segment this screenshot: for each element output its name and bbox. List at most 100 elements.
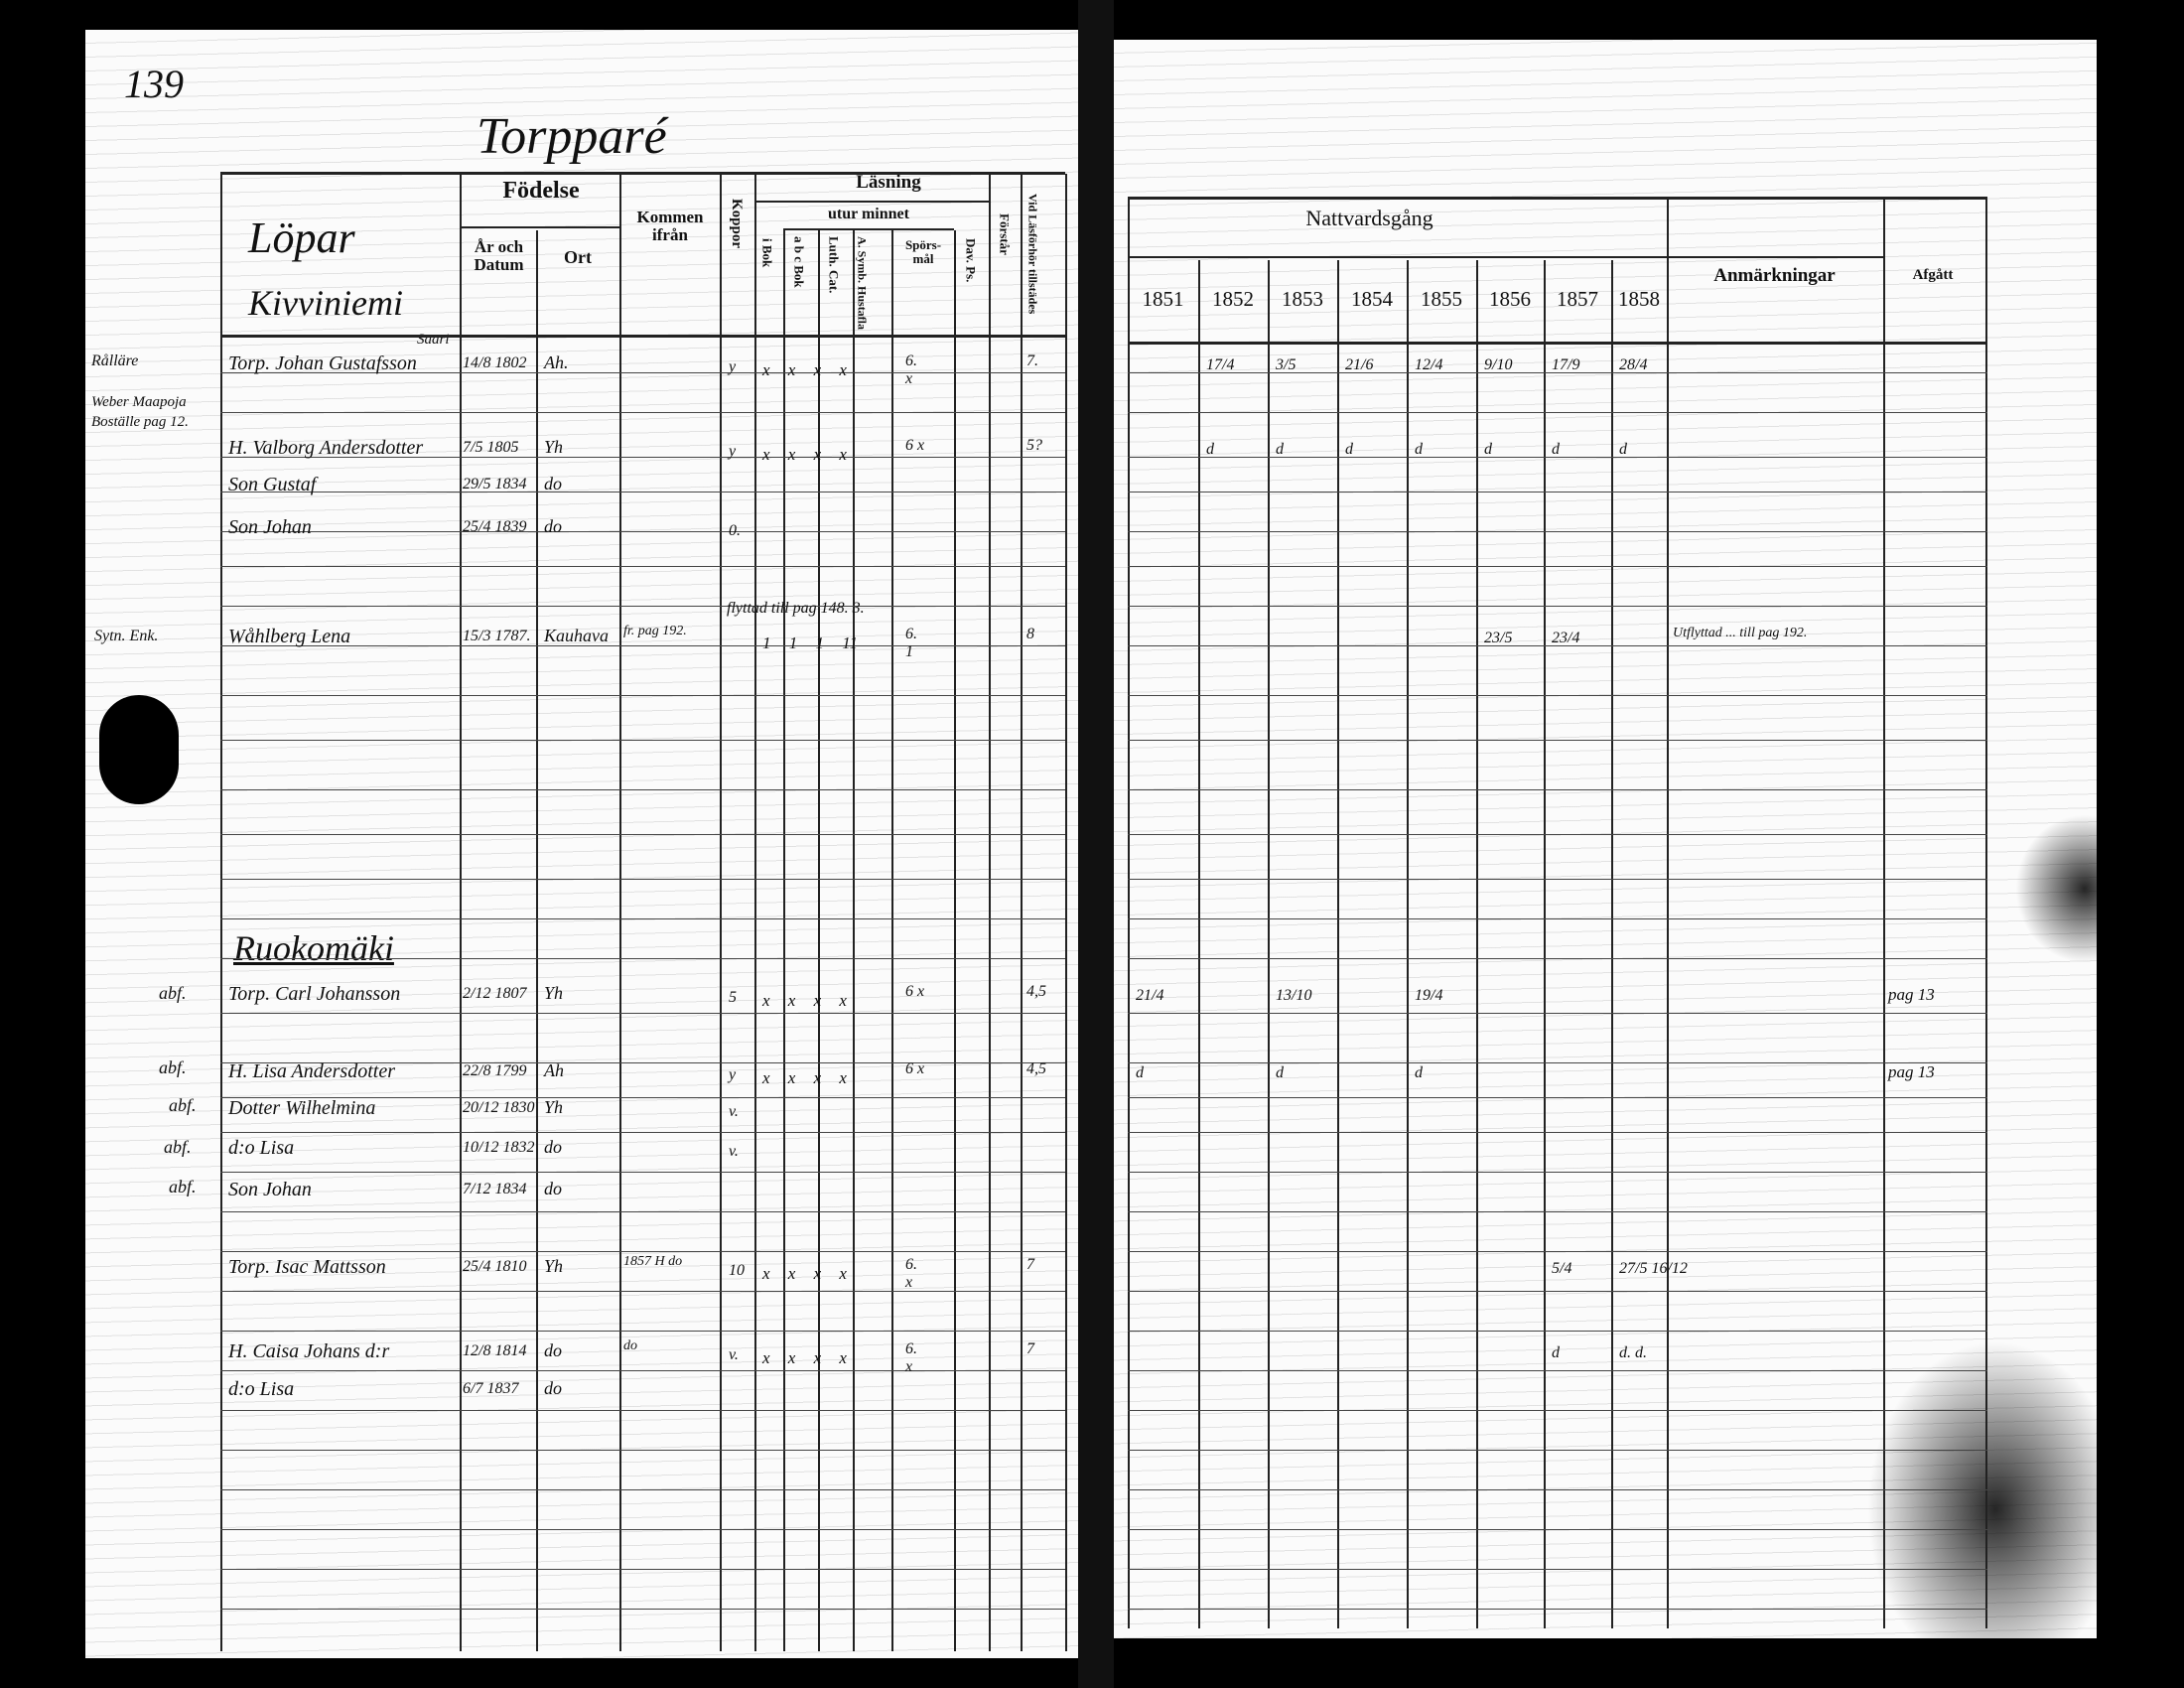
page-stain bbox=[1866, 1340, 2124, 1678]
row-rule bbox=[1128, 606, 1987, 607]
birth-place: do bbox=[544, 1340, 562, 1360]
column-divider bbox=[1021, 174, 1023, 1651]
row-rule bbox=[1128, 789, 1987, 790]
row-rule bbox=[220, 1331, 1065, 1332]
left-page bbox=[85, 30, 1078, 1658]
row-rule bbox=[1128, 958, 1987, 959]
header-year: 1858 bbox=[1618, 287, 1660, 311]
column-divider bbox=[1065, 174, 1067, 1651]
birth-date: 2/12 1807 bbox=[463, 985, 527, 1002]
row-rule bbox=[220, 1062, 1065, 1063]
row-rule bbox=[220, 1410, 1065, 1411]
column-divider bbox=[460, 174, 462, 1651]
page-number: 139 bbox=[124, 62, 184, 106]
page-stain bbox=[2015, 814, 2154, 963]
row-rule bbox=[220, 1097, 1065, 1098]
header-rule bbox=[783, 228, 954, 230]
came-from: 1857 H do bbox=[623, 1254, 683, 1269]
person-name: Torp. Carl Johansson bbox=[228, 983, 401, 1005]
row-rule bbox=[220, 412, 1065, 413]
row-rule bbox=[1128, 1489, 1987, 1490]
row-rule bbox=[1128, 1097, 1987, 1098]
header-year: 1852 bbox=[1212, 287, 1254, 311]
communion-date: d bbox=[1484, 441, 1492, 458]
header-afgatt: Afgått bbox=[1912, 267, 1954, 283]
person-name: Wåhlberg Lena bbox=[228, 626, 351, 647]
column-divider bbox=[1667, 199, 1669, 1628]
column-divider bbox=[720, 174, 722, 1651]
header-rule bbox=[1128, 256, 1883, 258]
birth-place: Kauhava bbox=[544, 626, 609, 645]
communion-date: 21/4 bbox=[1136, 987, 1164, 1004]
person-name: Torp. Isac Mattsson bbox=[228, 1256, 386, 1278]
birth-place: do bbox=[544, 1179, 562, 1198]
header-anmarkningar: Anmärkningar bbox=[1713, 265, 1836, 286]
header-dav-ps: Dav. Ps. bbox=[963, 238, 979, 283]
birth-date: 20/12 1830 bbox=[463, 1099, 535, 1116]
row-rule bbox=[1128, 1609, 1987, 1610]
reading-marks: x x x x bbox=[762, 360, 847, 379]
header-koppor: Koppor bbox=[728, 199, 745, 249]
communion-date: 21/6 bbox=[1345, 356, 1374, 373]
communion-date: d bbox=[1136, 1064, 1144, 1081]
birth-date: 10/12 1832 bbox=[463, 1139, 535, 1156]
margin-note: Rålläre bbox=[91, 352, 139, 369]
birth-date: 7/5 1805 bbox=[463, 439, 519, 456]
column-divider bbox=[1883, 199, 1885, 1628]
row-rule bbox=[1128, 1211, 1987, 1212]
row-rule bbox=[1128, 918, 1987, 919]
column-divider bbox=[1128, 199, 1130, 1628]
departed-note: pag 13 bbox=[1888, 1062, 1935, 1081]
column-divider bbox=[989, 174, 991, 1651]
row-rule bbox=[220, 1450, 1065, 1451]
row-rule bbox=[220, 695, 1065, 696]
header-sporsmal: Spörs- mål bbox=[904, 237, 942, 266]
row-rule bbox=[1128, 879, 1987, 880]
catechism-mark: 6. x bbox=[905, 352, 917, 387]
header-forstar: Förstår bbox=[997, 213, 1013, 255]
row-rule bbox=[220, 789, 1065, 790]
communion-date: 13/10 bbox=[1276, 987, 1312, 1004]
row-rule bbox=[1128, 1410, 1987, 1411]
attendance-mark: 8 bbox=[1026, 626, 1034, 642]
column-divider bbox=[754, 174, 756, 1651]
reading-marks: 1 1 1 11 bbox=[762, 633, 858, 652]
reading-marks: x x x x bbox=[762, 1264, 847, 1283]
row-rule bbox=[1128, 531, 1987, 532]
communion-date: 9/10 bbox=[1484, 356, 1513, 373]
person-name: Son Johan bbox=[228, 1179, 312, 1200]
person-name: Son Gustaf bbox=[228, 474, 317, 495]
catechism-mark: 6. x bbox=[905, 1256, 917, 1291]
section-ruokomaki: Ruokomäki bbox=[233, 928, 394, 968]
row-rule bbox=[1128, 1291, 1987, 1292]
birth-date: 14/8 1802 bbox=[463, 354, 527, 371]
catechism-mark: 6. x bbox=[905, 1340, 917, 1375]
header-year: 1855 bbox=[1421, 287, 1462, 311]
departed-note: pag 13 bbox=[1888, 985, 1935, 1004]
row-rule bbox=[1128, 1172, 1987, 1173]
communion-date: 17/4 bbox=[1206, 356, 1235, 373]
margin-note: abf. bbox=[164, 1137, 192, 1157]
smallpox-mark: 10 bbox=[729, 1262, 745, 1279]
column-divider bbox=[853, 230, 855, 1651]
header-year: 1857 bbox=[1557, 287, 1598, 311]
column-divider bbox=[1476, 260, 1478, 1628]
communion-date: 23/5 bbox=[1484, 630, 1513, 646]
column-divider bbox=[891, 230, 893, 1651]
column-divider bbox=[1407, 260, 1409, 1628]
birth-date: 25/4 1839 bbox=[463, 518, 527, 535]
birth-date: 6/7 1837 bbox=[463, 1380, 519, 1397]
catechism-mark: 6 x bbox=[905, 1060, 925, 1077]
communion-date: 28/4 bbox=[1619, 356, 1648, 373]
header-year: 1851 bbox=[1142, 287, 1184, 311]
row-rule bbox=[220, 1370, 1065, 1371]
birth-place: do bbox=[544, 1378, 562, 1398]
birth-place: do bbox=[544, 516, 562, 536]
communion-date: d bbox=[1276, 1064, 1284, 1081]
table-top-rule bbox=[1128, 197, 1987, 200]
section-kivviniemi: Kivviniemi bbox=[248, 283, 403, 323]
binding-shadow bbox=[99, 695, 179, 804]
birth-place: do bbox=[544, 474, 562, 493]
header-nattvardsgang: Nattvardsgång bbox=[1305, 206, 1433, 230]
row-rule bbox=[220, 457, 1065, 458]
